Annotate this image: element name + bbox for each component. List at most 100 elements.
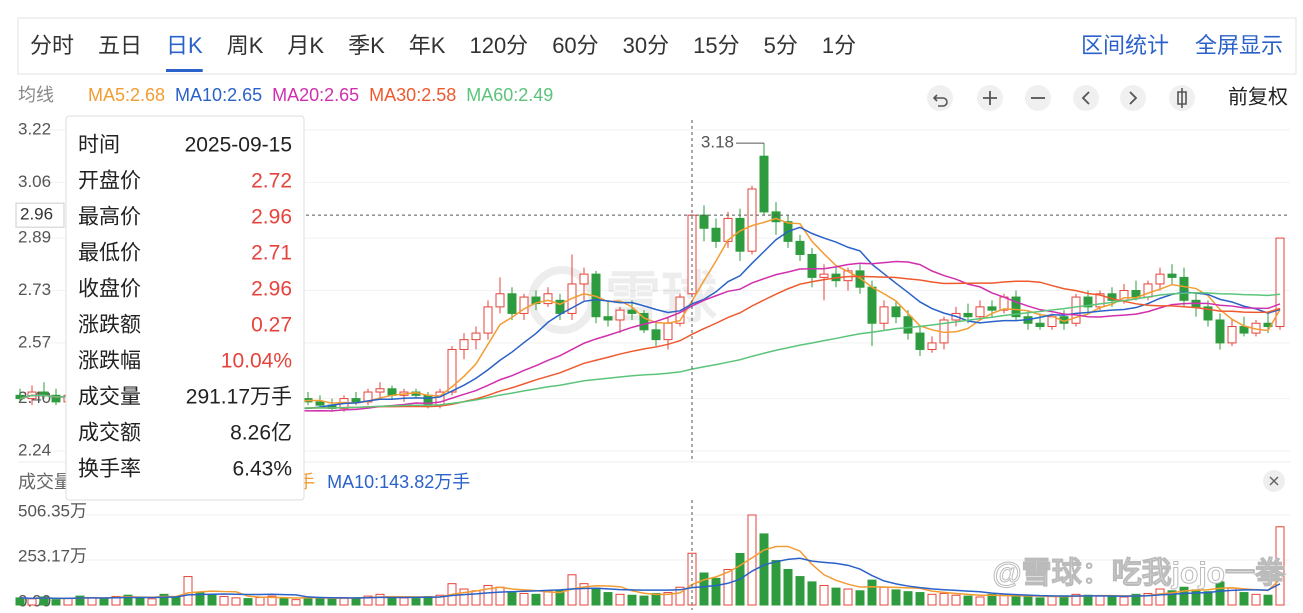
ma-label: MA30:2.58 [369,85,456,105]
volume-bar [1179,586,1189,606]
ma-legend: MA5:2.68 MA10:2.65 MA20:2.65 MA30:2.58 MA60:… [88,85,553,105]
tooltip-value: 0.27 [251,314,292,337]
volume-bar [279,597,289,606]
tooltip-label: 成交额 [78,422,141,445]
volume-bar [603,592,613,606]
candle-body [807,253,817,278]
tooltip-label: 收盘价 [78,278,141,301]
tab[interactable]: 周K [227,33,264,58]
volume-bar [1047,595,1057,606]
y-tick-label: 2.73 [18,280,51,299]
tab[interactable]: 60分 [552,33,598,58]
candle-body [519,296,529,314]
tab[interactable]: 月K [287,33,324,58]
volume-bar [843,588,853,606]
tool-link[interactable]: 全屏显示 [1195,33,1283,58]
tab[interactable]: 5分 [764,33,798,58]
volume-bar [471,590,481,606]
tab[interactable]: 1分 [822,33,856,58]
candle-body [879,306,889,324]
volume-bar [183,576,193,606]
candle-body [1215,319,1225,344]
volume-bar [795,576,805,606]
volume-bar [291,599,301,606]
volume-bar [1143,592,1153,606]
candle-body [819,273,829,278]
volume-bar [711,577,721,606]
candle-body [627,309,637,314]
y-tick-label: 3.22 [18,119,51,138]
volume-bar [399,597,409,606]
volume-bar [723,568,733,606]
ma-label: MA60:2.49 [466,85,553,105]
candle-body [903,316,913,334]
volume-bar [759,533,769,606]
volume-bar [75,595,85,606]
volume-bar [531,593,541,606]
tool-link[interactable]: 区间统计 [1081,33,1169,58]
volume-bar [1011,595,1021,606]
volume-bar [1251,593,1261,606]
tab[interactable]: 日K [166,33,203,58]
tab[interactable]: 五日 [98,33,142,58]
volume-bar [1263,594,1273,606]
volume-bar [1023,596,1033,606]
candle-body [351,398,361,403]
tab[interactable]: 30分 [623,33,669,58]
tooltip-label: 开盘价 [78,170,141,193]
crosshair-label: 2.96 [20,205,53,224]
volume-bar [591,587,601,606]
volume-bar [147,598,157,606]
candle-body [1275,237,1285,328]
volume-bar [555,590,565,606]
candle-body [1155,273,1165,285]
volume-bar [915,592,925,606]
tab[interactable]: 15分 [693,33,739,58]
candle-body [771,211,781,223]
volume-bar [663,592,673,606]
tab[interactable]: 分时 [30,33,74,58]
candle-body [747,188,757,252]
tooltip-label: 涨跌幅 [78,350,141,373]
left-button[interactable] [1073,85,1099,111]
candle-body [471,332,481,341]
candle-body [1011,296,1021,318]
tooltip-label: 换手率 [78,458,141,481]
y-tick-label: 2.24 [18,440,51,459]
volume-bar [1131,593,1141,606]
candle-body [987,306,997,311]
credit: @雪球：吃我jojo一拳 [992,557,1286,590]
candle-body [663,322,673,341]
tab[interactable]: 季K [348,33,385,58]
volume-bar [879,586,889,606]
volume-tick-label: 506.35万 [18,501,87,520]
adjust-mode[interactable]: 前复权 [1228,85,1288,108]
y-tick-label: 2.89 [18,228,51,247]
y-tick-label: 2.57 [18,332,51,351]
volume-bar [651,592,661,606]
volume-bar [1203,591,1213,606]
tooltip-value: 2.71 [251,242,292,265]
candle-body [759,155,769,213]
volume-bar [855,590,865,606]
tab-underline [166,69,203,72]
candle-body [1227,326,1237,344]
volume-bar [999,594,1009,606]
volume-bar [807,581,817,606]
volume-bar [27,598,37,606]
candle-body [1071,296,1081,324]
candle-body [375,388,385,393]
candle-body [855,270,865,288]
tab[interactable]: 年K [409,33,446,58]
volume-bar [243,598,253,606]
candle-body [735,217,745,252]
right-button[interactable] [1120,85,1146,111]
tab[interactable]: 120分 [469,33,528,58]
volume-bar [771,560,781,606]
tabs: 分时 五日 日K 周K 月K 季K 年K 120分 60分 30分 15分 5分 1分 全屏显示 区间统计 [30,33,1283,72]
volume-bar [315,597,325,606]
volume-bar [351,597,361,606]
candle-body [639,312,649,331]
volume-bar [1155,588,1165,606]
